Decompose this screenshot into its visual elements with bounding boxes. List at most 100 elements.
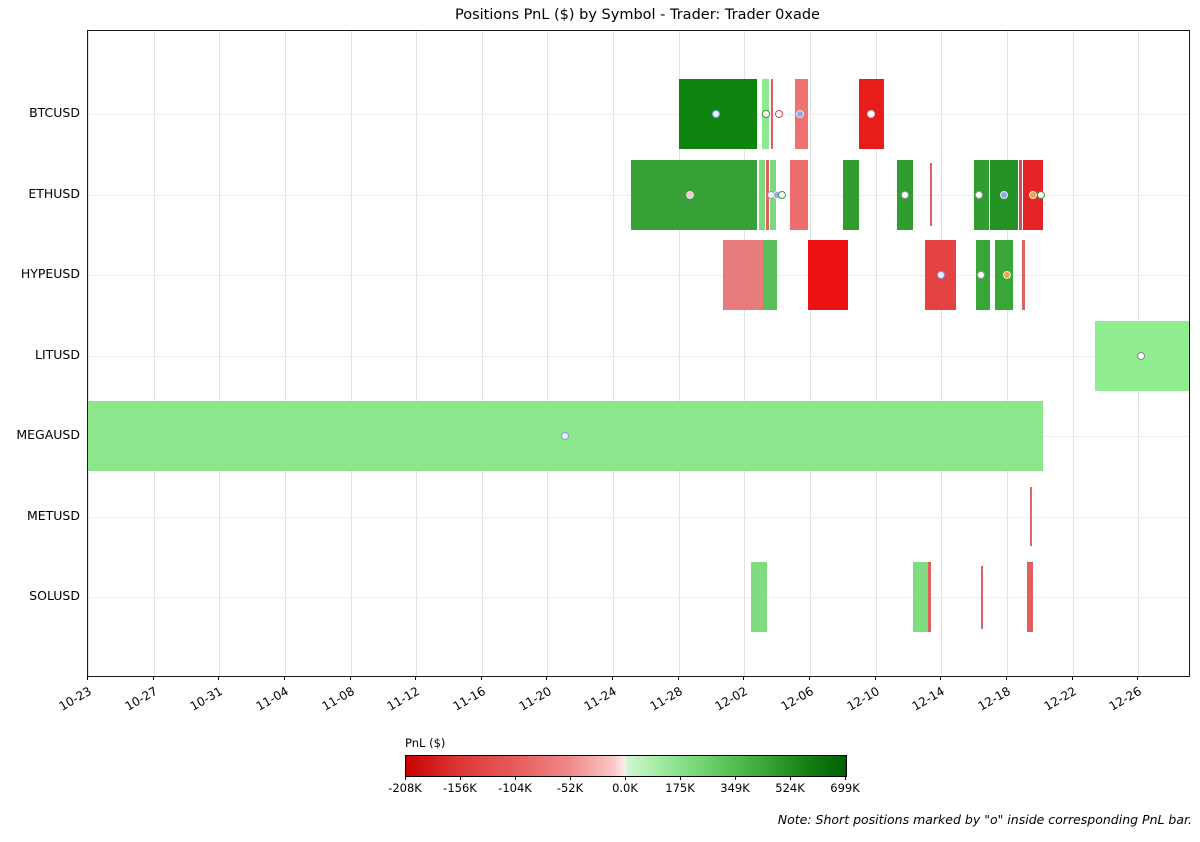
grid-line-vertical bbox=[481, 31, 483, 676]
x-tick-label-text: 10-31 bbox=[188, 684, 226, 714]
x-tick-label-text: 11-04 bbox=[253, 684, 291, 714]
y-axis-label: METUSD bbox=[26, 507, 80, 523]
short-position-marker bbox=[712, 110, 721, 118]
pnl-bar bbox=[808, 240, 848, 310]
pnl-bar bbox=[1026, 562, 1034, 632]
pnl-bar bbox=[763, 240, 778, 310]
short-position-marker bbox=[1137, 351, 1146, 360]
grid-line-vertical bbox=[941, 31, 943, 676]
x-tick-mark bbox=[152, 676, 154, 680]
short-position-marker bbox=[999, 190, 1008, 199]
x-tick-mark bbox=[480, 676, 482, 680]
short-position-marker bbox=[1029, 190, 1038, 199]
y-axis-label: SOLUSD bbox=[29, 588, 80, 603]
short-position-marker bbox=[1037, 190, 1046, 199]
chart-title: Positions PnL ($) by Symbol - Trader: Tr… bbox=[455, 7, 820, 23]
grid-line-vertical bbox=[1072, 31, 1074, 676]
footnote: Note: Short positions marked by "o" insi… bbox=[777, 812, 1192, 827]
colorbar-title: PnL ($) bbox=[405, 736, 446, 750]
colorbar-tick-label: -208K bbox=[388, 781, 422, 795]
x-tick-mark bbox=[1005, 676, 1007, 680]
colorbar-tick-mark bbox=[735, 777, 736, 780]
x-tick-label-text: 12-06 bbox=[778, 684, 816, 714]
short-position-marker bbox=[762, 110, 771, 118]
short-position-marker bbox=[976, 271, 985, 279]
grid-line-vertical bbox=[744, 31, 746, 676]
grid-line-vertical bbox=[153, 31, 155, 676]
colorbar-tick-label: -156K bbox=[443, 781, 477, 795]
grid-line-vertical bbox=[809, 31, 811, 676]
x-tick-mark bbox=[218, 676, 220, 680]
colorbar-tick-mark bbox=[845, 777, 846, 780]
short-position-marker bbox=[778, 190, 787, 199]
x-tick-label-text: 11-12 bbox=[384, 684, 423, 714]
x-tick-mark bbox=[546, 676, 548, 680]
colorbar-tick-label: 699K bbox=[830, 781, 860, 795]
x-tick-mark bbox=[940, 676, 942, 680]
x-tick-label-text: 11-28 bbox=[647, 684, 685, 714]
pnl-bar bbox=[1029, 486, 1033, 547]
colorbar-tick-mark bbox=[460, 777, 461, 780]
pnl-bar bbox=[770, 79, 774, 149]
grid-line-horizontal bbox=[88, 114, 1189, 115]
x-tick-label-text: 11-20 bbox=[516, 684, 554, 714]
pnl-bar bbox=[928, 562, 931, 632]
x-tick-mark bbox=[677, 676, 679, 680]
x-tick-label-text: 11-16 bbox=[450, 684, 488, 714]
grid-line-vertical bbox=[678, 31, 680, 676]
colorbar-tick-label: 0.0K bbox=[612, 781, 638, 795]
pnl-bar bbox=[842, 159, 860, 230]
x-tick-mark bbox=[415, 676, 417, 680]
x-tick-label-text: 11-24 bbox=[581, 684, 620, 714]
grid-line-vertical bbox=[350, 31, 352, 676]
x-tick-label-text: 11-08 bbox=[319, 684, 357, 714]
colorbar-tick-mark bbox=[570, 777, 571, 780]
x-tick-mark bbox=[87, 676, 88, 680]
short-position-marker bbox=[901, 190, 910, 199]
y-axis-label: HYPEUSD bbox=[20, 266, 80, 281]
x-tick-mark bbox=[808, 676, 810, 680]
grid-line-vertical bbox=[613, 31, 615, 676]
x-tick-mark bbox=[1071, 676, 1073, 680]
grid-line-horizontal bbox=[88, 597, 1189, 598]
pnl-bar bbox=[1019, 159, 1022, 230]
colorbar-tick-mark bbox=[790, 777, 791, 780]
grid-line-horizontal bbox=[88, 355, 1189, 357]
y-axis-label: LITUSD bbox=[35, 346, 80, 362]
grid-line-horizontal bbox=[88, 516, 1189, 518]
short-position-marker bbox=[1002, 271, 1011, 279]
pnl-bar bbox=[790, 159, 809, 230]
grid-line-vertical bbox=[547, 31, 549, 676]
pnl-bar bbox=[929, 163, 933, 226]
pnl-bar bbox=[750, 562, 768, 632]
grid-line-vertical bbox=[284, 31, 286, 676]
grid-line-vertical bbox=[875, 31, 877, 676]
y-axis-label: MEGAUSD bbox=[16, 427, 80, 442]
x-tick-label-text: 12-10 bbox=[844, 684, 882, 714]
short-position-marker bbox=[774, 110, 783, 118]
pnl-bar bbox=[913, 562, 929, 632]
pnl-bar bbox=[1021, 240, 1025, 310]
colorbar-tick-mark bbox=[515, 777, 516, 780]
colorbar-tick-mark bbox=[405, 777, 406, 780]
short-position-marker bbox=[796, 110, 805, 118]
pnl-bar bbox=[980, 565, 984, 629]
x-tick-mark bbox=[743, 676, 745, 680]
short-position-marker bbox=[866, 110, 875, 118]
plot-area bbox=[87, 30, 1190, 677]
grid-line-vertical bbox=[88, 31, 89, 676]
y-axis-label: ETHUSD bbox=[28, 185, 80, 201]
x-tick-mark bbox=[874, 676, 876, 680]
colorbar-tick-label: 524K bbox=[775, 781, 805, 795]
pnl-bar bbox=[723, 240, 764, 310]
x-tick-mark bbox=[283, 676, 285, 680]
x-tick-label-text: 12-22 bbox=[1041, 684, 1079, 714]
y-axis-label: BTCUSD bbox=[29, 105, 80, 120]
x-tick-label-text: 12-26 bbox=[1106, 684, 1145, 714]
colorbar-gradient bbox=[405, 755, 847, 777]
x-tick-label-text: 10-27 bbox=[122, 684, 160, 714]
grid-line-horizontal bbox=[88, 275, 1189, 276]
grid-line-vertical bbox=[1006, 31, 1008, 676]
colorbar-tick-label: -52K bbox=[556, 781, 584, 795]
